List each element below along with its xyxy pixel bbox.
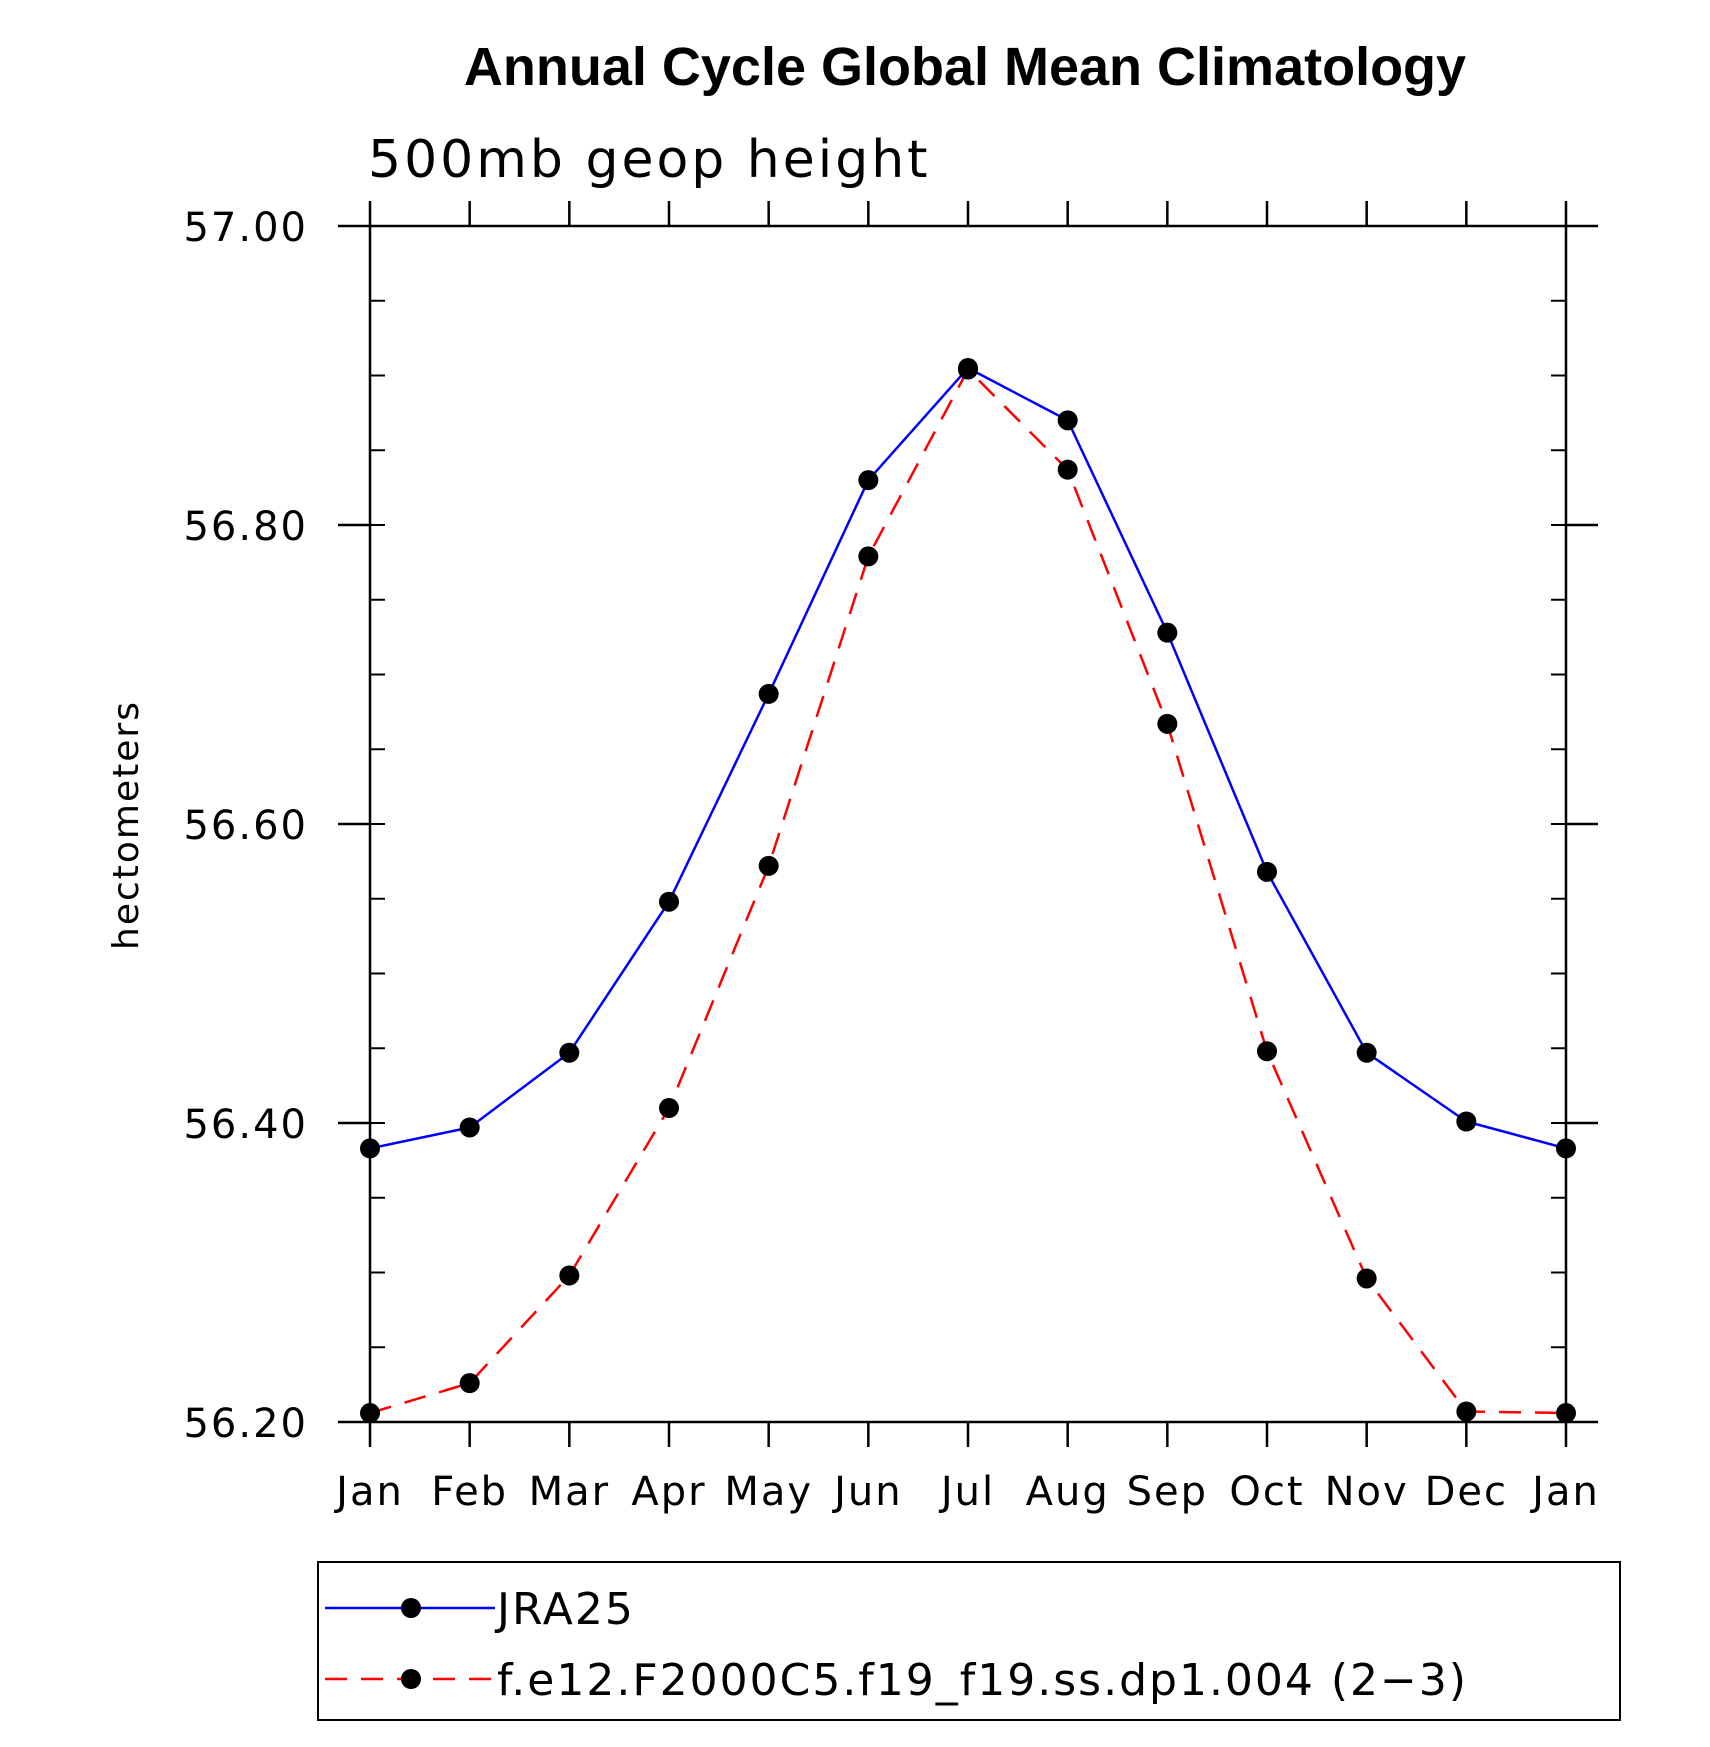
legend-label-jra25: JRA25 (494, 1584, 635, 1635)
series-line-0 (369, 366, 1567, 1150)
data-point-series-0 (858, 470, 879, 491)
x-tick-label: Apr (631, 1469, 706, 1515)
data-point-series-0 (1057, 410, 1078, 431)
x-tick-label: Feb (431, 1469, 508, 1515)
data-point-series-0 (1257, 861, 1277, 882)
data-point-series-1 (1157, 713, 1178, 734)
data-point-series-1 (1057, 459, 1078, 480)
x-tick-label: Jan (1529, 1469, 1600, 1515)
x-tick-label: Nov (1325, 1469, 1409, 1515)
data-point-series-1 (858, 546, 879, 567)
legend-marker-model (401, 1669, 421, 1689)
data-point-series-1 (1257, 1041, 1277, 1062)
plot-area (368, 224, 1568, 1424)
data-point-series-0 (459, 1117, 480, 1138)
data-point-series-0 (758, 683, 779, 704)
chart-title: Annual Cycle Global Mean Climatology (464, 37, 1466, 97)
x-tick-label: Aug (1026, 1469, 1110, 1515)
x-tick-label: Mar (529, 1469, 610, 1515)
x-tick-label: Jul (938, 1469, 995, 1515)
y-axis-label: hectometers (106, 700, 147, 950)
x-tick-label: May (724, 1469, 813, 1515)
data-point-series-1 (459, 1373, 480, 1394)
data-point-series-0 (1157, 622, 1178, 643)
data-point-series-0 (1456, 1111, 1477, 1132)
data-point-series-0 (1556, 1138, 1576, 1159)
data-point-series-1 (958, 359, 978, 380)
y-tick-label: 56.40 (183, 1102, 308, 1148)
data-point-series-1 (758, 855, 779, 876)
x-tick-label: Jun (831, 1469, 903, 1515)
y-tick-label: 56.80 (183, 504, 308, 550)
legend-box (317, 1561, 1621, 1721)
x-tick-label: Oct (1229, 1469, 1304, 1515)
data-point-series-1 (360, 1403, 380, 1424)
axis-ticks: Jan Feb Mar Apr May Jun Jul Aug Sep Oct Nov Dec Jan 5… (183, 201, 1600, 1515)
data-point-series-1 (559, 1265, 580, 1286)
series-layer (360, 358, 1576, 1424)
legend-label-model: f.e12.F2000C5.f19_f19.ss.dp1.004 (2−3) (497, 1655, 1468, 1706)
x-tick-label: Dec (1425, 1469, 1508, 1515)
chart-subtitle: 500mb geop height (368, 130, 931, 190)
data-point-series-0 (360, 1138, 380, 1159)
y-tick-label: 56.20 (183, 1401, 308, 1447)
y-tick-label: 57.00 (183, 205, 308, 251)
data-point-series-1 (1356, 1268, 1377, 1289)
x-tick-label: Jan (333, 1469, 404, 1515)
data-point-series-0 (1356, 1042, 1377, 1063)
data-point-series-0 (559, 1042, 580, 1063)
x-tick-label: Sep (1127, 1469, 1208, 1515)
data-point-series-0 (659, 891, 679, 912)
data-point-series-1 (1556, 1403, 1576, 1424)
data-point-series-1 (659, 1098, 679, 1119)
y-tick-label: 56.60 (183, 803, 308, 849)
data-point-series-1 (1456, 1401, 1477, 1422)
legend: JRA25 f.e12.F2000C5.f19_f19.ss.dp1.004 (… (317, 1561, 1621, 1721)
legend-marker-jra25 (401, 1598, 421, 1618)
series-line-1 (369, 368, 1567, 1415)
